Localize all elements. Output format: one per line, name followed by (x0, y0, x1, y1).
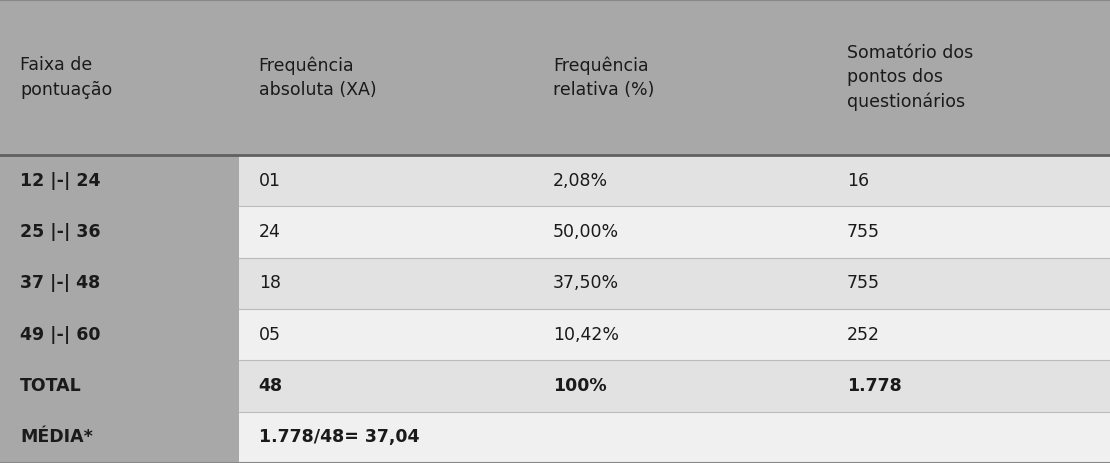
Bar (0, 360, 239, 412)
Text: 01: 01 (259, 172, 281, 190)
Bar (0, 412, 239, 463)
Bar (239, 412, 1110, 463)
Text: 1.778/48= 37,04: 1.778/48= 37,04 (259, 428, 420, 446)
Text: 12 |-| 24: 12 |-| 24 (20, 172, 101, 190)
Bar (0, 258, 239, 309)
Text: Frequência
absoluta (XA): Frequência absoluta (XA) (259, 56, 376, 99)
Text: Frequência
relativa (%): Frequência relativa (%) (553, 56, 654, 99)
Text: 50,00%: 50,00% (553, 223, 619, 241)
Bar (239, 258, 1110, 309)
Text: 16: 16 (847, 172, 869, 190)
Bar (239, 155, 1110, 206)
Text: TOTAL: TOTAL (20, 377, 82, 395)
Text: 37,50%: 37,50% (553, 275, 619, 292)
Text: 18: 18 (259, 275, 281, 292)
Text: 2,08%: 2,08% (553, 172, 608, 190)
Text: 100%: 100% (553, 377, 606, 395)
Text: Somatório dos
pontos dos
questionários: Somatório dos pontos dos questionários (847, 44, 973, 111)
Text: 25 |-| 36: 25 |-| 36 (20, 223, 101, 241)
Text: 1.778: 1.778 (847, 377, 901, 395)
Text: 10,42%: 10,42% (553, 325, 618, 344)
Bar (0, 206, 239, 258)
Bar (0, 155, 239, 206)
Bar (0, 309, 239, 360)
Bar (239, 309, 1110, 360)
Text: 24: 24 (259, 223, 281, 241)
Text: 48: 48 (259, 377, 283, 395)
Text: MÉDIA*: MÉDIA* (20, 428, 93, 446)
Text: 755: 755 (847, 223, 880, 241)
Bar (239, 360, 1110, 412)
Text: 252: 252 (847, 325, 880, 344)
Bar (239, 206, 1110, 258)
Bar (0, 0, 1110, 155)
Text: 05: 05 (259, 325, 281, 344)
Text: Faixa de
pontuação: Faixa de pontuação (20, 56, 112, 99)
Text: 37 |-| 48: 37 |-| 48 (20, 275, 100, 292)
Text: 49 |-| 60: 49 |-| 60 (20, 325, 101, 344)
Text: 755: 755 (847, 275, 880, 292)
